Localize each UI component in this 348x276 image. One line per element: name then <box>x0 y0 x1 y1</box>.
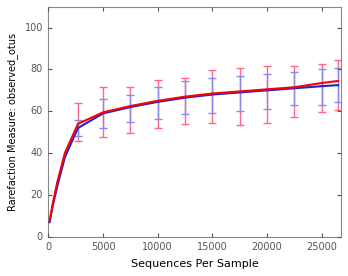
X-axis label: Sequences Per Sample: Sequences Per Sample <box>131 259 259 269</box>
Y-axis label: Rarefaction Measure: observed_otus: Rarefaction Measure: observed_otus <box>7 33 17 211</box>
